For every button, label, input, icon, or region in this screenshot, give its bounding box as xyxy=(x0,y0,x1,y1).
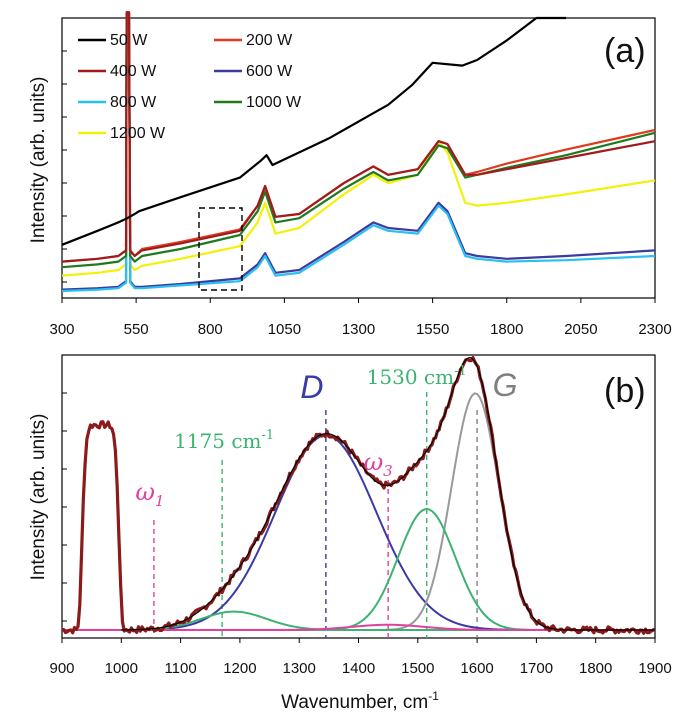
peak-annotation: ω1 xyxy=(135,478,164,510)
peak-annotation: ω3 xyxy=(364,448,393,480)
series-line-400w xyxy=(61,11,656,263)
panel-b-x-tick-label: 1400 xyxy=(342,660,375,677)
panel-a-x-tick-label: 1050 xyxy=(268,321,301,338)
panel-b-reference-lines xyxy=(153,392,478,638)
panel-b-measured xyxy=(61,355,656,635)
panel-a-x-tick-label: 1800 xyxy=(490,321,523,338)
panel-b-x-tick-label: 1600 xyxy=(460,660,493,677)
panel-b-x-tick-label: 1000 xyxy=(105,660,138,677)
legend-label: 200 W xyxy=(246,32,293,49)
panel-a-x-tick-label: 1550 xyxy=(416,321,449,338)
fit-envelope xyxy=(121,356,655,631)
panel-b-x-tick-label: 1500 xyxy=(401,660,434,677)
peak-annotation: G xyxy=(493,367,518,403)
panel-b-annotations: ω1 1175 cm-1 Dω3 1530 cm-1 G xyxy=(135,364,517,510)
series-line-50w xyxy=(61,16,567,246)
legend-label: 600 W xyxy=(246,63,293,80)
panel-a-x-tick-label: 800 xyxy=(198,321,223,338)
panel-b-xlabel: Wavenumber, cm-1 xyxy=(281,689,439,713)
panel-b-x-tick-label: 1800 xyxy=(579,660,612,677)
panel-b: 900 1000 1100 1200 1300 1400 1500 1600 1700 1800 1… xyxy=(28,354,672,713)
panel-b-ylabel: Intensity (arb. units) xyxy=(28,414,49,581)
peak-annotation: 1175 cm-1 xyxy=(174,428,274,453)
peak-annotation: D xyxy=(300,369,323,405)
legend-label: 400 W xyxy=(110,63,157,80)
panel-b-x-tick-label: 1200 xyxy=(223,660,256,677)
panel-b-components xyxy=(61,392,655,631)
legend-label: 50 W xyxy=(110,32,148,49)
peak-annotation: 1530 cm-1 xyxy=(367,364,467,389)
panel-a-x-tick-label: 550 xyxy=(124,321,149,338)
panel-b-x-tick-label: 1100 xyxy=(164,660,196,677)
panel-a-legend: 50 W 200 W 400 W 600 W 800 W 1000 W 1200 W xyxy=(78,32,302,142)
legend-label: 1200 W xyxy=(110,125,166,142)
panel-b-x-tick-label: 1700 xyxy=(520,660,553,677)
panel-a: 300 550 800 1050 1300 1550 1800 2050 2300 50 W 20… xyxy=(28,11,672,338)
legend-label: 800 W xyxy=(110,94,157,111)
panel-a-ylabel: Intensity (arb. units) xyxy=(28,77,49,244)
panel-a-label: (a) xyxy=(604,32,646,70)
panel-a-x-ticks: 300 550 800 1050 1300 1550 1800 2050 2300 xyxy=(49,298,672,338)
panel-b-y-ticks xyxy=(62,392,67,622)
zoom-box xyxy=(198,207,243,291)
panel-a-x-tick-label: 300 xyxy=(49,321,74,338)
panel-a-x-tick-label: 2050 xyxy=(564,321,597,338)
component-peak-g xyxy=(62,392,655,631)
component-peak-d xyxy=(61,434,655,631)
panel-a-x-tick-label: 2300 xyxy=(638,321,671,338)
panel-b-x-tick-label: 900 xyxy=(49,660,74,677)
panel-b-x-tick-label: 1300 xyxy=(283,660,316,677)
panel-b-label: (b) xyxy=(604,372,646,410)
panel-b-x-ticks: 900 1000 1100 1200 1300 1400 1500 1600 1700 1800 1… xyxy=(49,638,672,677)
panel-a-series xyxy=(61,11,656,293)
panel-b-x-tick-label: 1900 xyxy=(638,660,671,677)
panel-a-x-tick-label: 1300 xyxy=(342,321,375,338)
component-peak-1530 xyxy=(62,508,655,631)
legend-label: 1000 W xyxy=(246,94,302,111)
panel-a-y-ticks xyxy=(62,50,67,283)
